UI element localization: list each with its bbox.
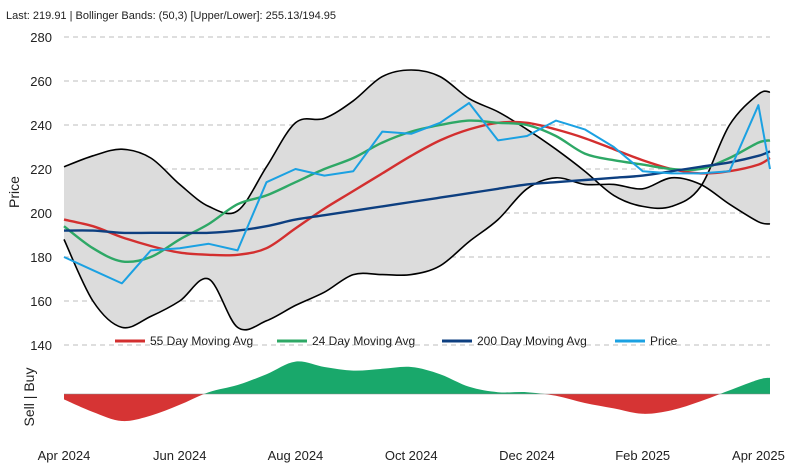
x-tick-label-apr-2024: Apr 2024: [38, 448, 91, 463]
legend-label-24-day-moving-avg: 24 Day Moving Avg: [312, 334, 415, 348]
lower-band-line: [63, 176, 771, 331]
x-tick-label-feb-2025: Feb 2025: [615, 448, 670, 463]
header-summary: Last: 219.91 | Bollinger Bands: (50,3) […: [6, 10, 336, 22]
upper-band-line: [63, 69, 771, 215]
legend: 55 Day Moving Avg 24 Day Moving Avg 200 Da…: [115, 334, 678, 348]
line-200-day-moving-avg: [63, 150, 771, 235]
y-tick-label-220: 220: [30, 162, 52, 177]
x-tick-label-jun-2024: Jun 2024: [153, 448, 207, 463]
y-tick-label-240: 240: [30, 118, 52, 133]
x-tick-label-dec-2024: Dec 2024: [499, 448, 555, 463]
line-price: [63, 102, 771, 285]
x-axis-ticks: Apr 2024 Jun 2024 Aug 2024 Oct 2024 Dec 2024…: [38, 448, 785, 463]
y-tick-label-180: 180: [30, 250, 52, 265]
y-axis-title: Price: [6, 176, 22, 208]
signal-buy-area: [64, 361, 770, 394]
legend-label-200-day-moving-avg: 200 Day Moving Avg: [477, 334, 587, 348]
legend-label-55-day-moving-avg: 55 Day Moving Avg: [150, 334, 253, 348]
signal-histogram: [64, 361, 770, 422]
x-tick-label-aug-2024: Aug 2024: [268, 448, 324, 463]
y-tick-label-140: 140: [30, 338, 52, 353]
legend-label-price: Price: [650, 334, 678, 348]
x-tick-label-oct-2024: Oct 2024: [385, 448, 438, 463]
signal-axis-title: Sell | Buy: [21, 368, 37, 427]
y-tick-label-260: 260: [30, 74, 52, 89]
y-tick-label-280: 280: [30, 30, 52, 45]
x-tick-label-apr-2025: Apr 2025: [732, 448, 785, 463]
y-tick-label-160: 160: [30, 294, 52, 309]
signal-sell-area: [64, 394, 770, 422]
y-tick-label-200: 200: [30, 206, 52, 221]
series-lines: [63, 102, 771, 285]
y-axis-ticks: 140 160 180 200 220 240 260 280: [30, 30, 52, 353]
